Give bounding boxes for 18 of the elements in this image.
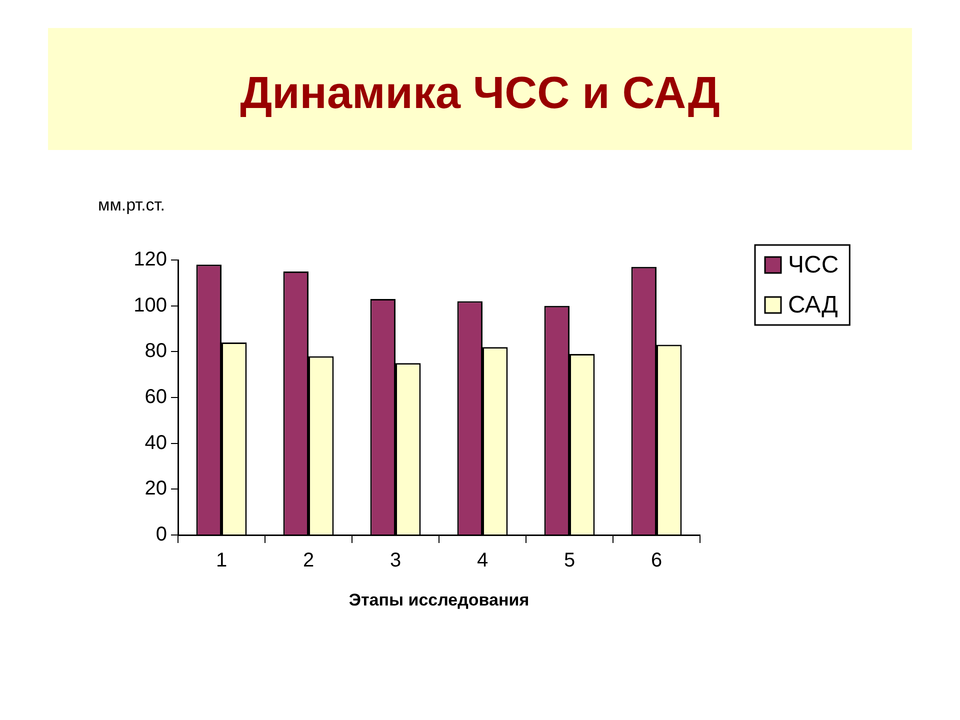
x-tick-label: 2: [302, 550, 314, 572]
y-tick-label: 100: [134, 294, 167, 316]
x-tick-label: 5: [564, 550, 576, 572]
y-tick-label: 120: [134, 248, 167, 271]
x-tick-label: 3: [390, 550, 402, 572]
y-axis-title: мм.рт.ст.: [98, 196, 165, 215]
y-tick-label: 20: [144, 478, 167, 500]
y-tick-label: 40: [144, 432, 167, 454]
y-tick-label: 60: [144, 386, 167, 408]
chart-title: Динамика ЧСС и САД: [239, 66, 721, 120]
y-tick-label: 0: [156, 524, 167, 546]
x-tick-label: 1: [216, 550, 228, 572]
x-tick-label: 6: [650, 550, 662, 572]
legend-label: САД: [788, 292, 838, 319]
y-tick-label: 80: [144, 340, 167, 362]
x-axis-title: Этапы исследования: [348, 590, 530, 610]
x-tick-label: 4: [476, 550, 488, 572]
legend-label: ЧСС: [788, 252, 839, 279]
